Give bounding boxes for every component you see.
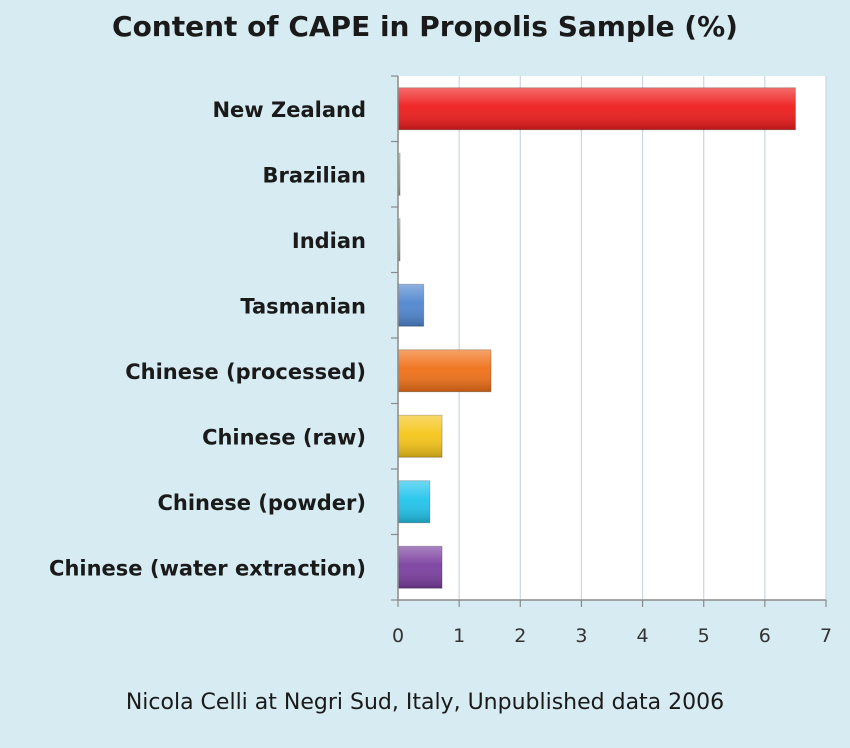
x-tick-label: 7 xyxy=(820,625,832,647)
x-tick-label: 5 xyxy=(698,625,710,647)
x-tick-label: 0 xyxy=(392,625,404,647)
category-label: New Zealand xyxy=(212,98,366,122)
x-tick-label: 6 xyxy=(759,625,771,647)
bar-highlight xyxy=(398,87,796,130)
category-label: Chinese (water extraction) xyxy=(49,556,366,580)
bar-highlight xyxy=(398,284,424,327)
chart-title: Content of CAPE in Propolis Sample (%) xyxy=(112,10,738,43)
bar-highlight xyxy=(398,546,443,589)
category-label: Chinese (raw) xyxy=(202,425,366,449)
bar-highlight xyxy=(398,153,400,196)
category-label: Indian xyxy=(292,229,366,253)
category-label: Chinese (powder) xyxy=(158,491,367,515)
category-label: Chinese (processed) xyxy=(125,360,366,384)
x-tick-label: 4 xyxy=(637,625,649,647)
x-tick-label: 1 xyxy=(453,625,465,647)
chart-source-note: Nicola Celli at Negri Sud, Italy, Unpubl… xyxy=(125,690,725,715)
x-tick-label: 2 xyxy=(514,625,526,647)
category-label: Tasmanian xyxy=(240,294,366,318)
category-label: Brazilian xyxy=(263,163,366,187)
bar-highlight xyxy=(398,480,430,523)
x-tick-label: 3 xyxy=(575,625,587,647)
bar-highlight xyxy=(398,415,443,458)
plot-area xyxy=(398,76,826,600)
bar-highlight xyxy=(398,349,491,392)
bar-highlight xyxy=(398,218,400,261)
